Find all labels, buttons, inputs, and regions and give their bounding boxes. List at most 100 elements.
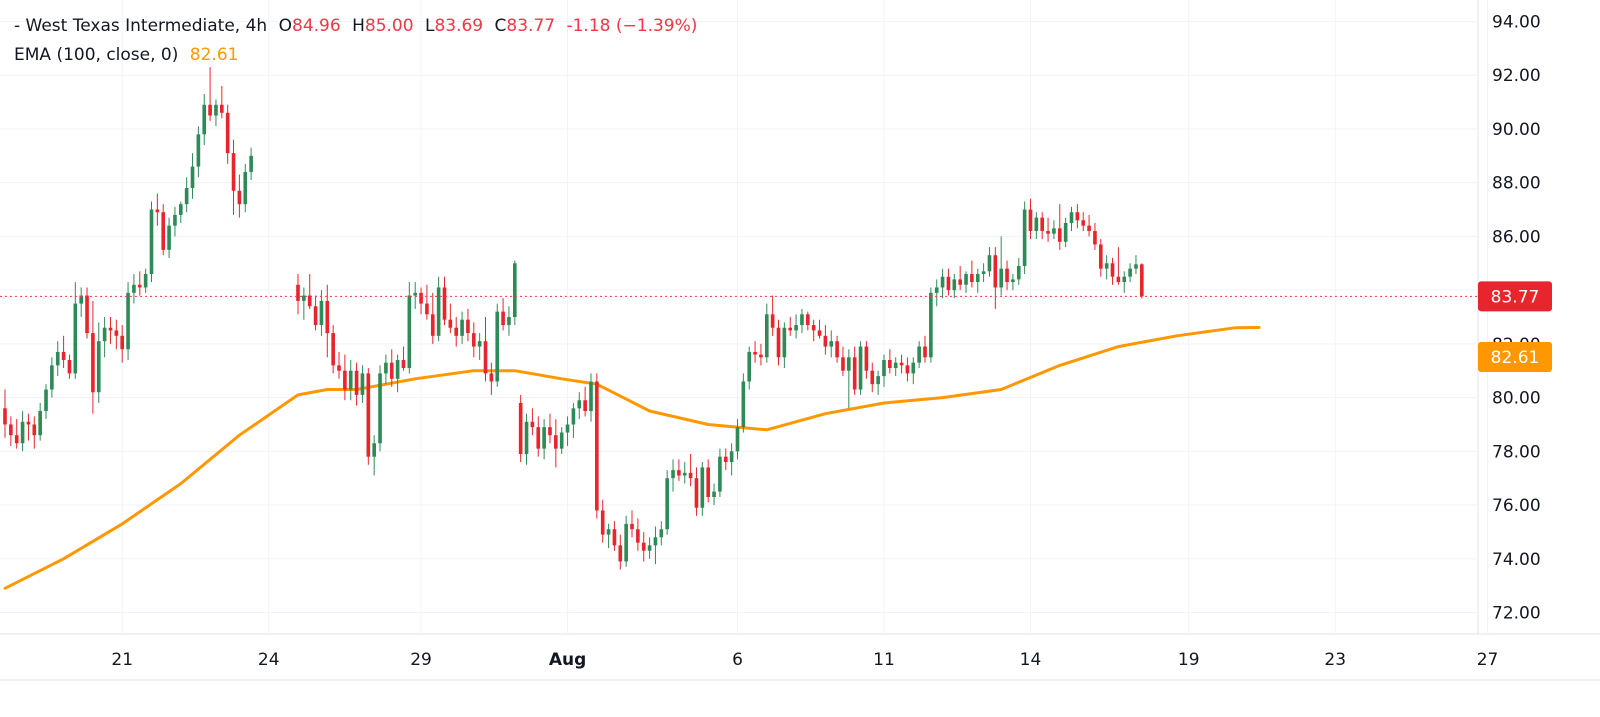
candle-body xyxy=(999,268,1004,288)
price-axis[interactable]: 72.0074.0076.0078.0080.0082.0084.0086.00… xyxy=(1492,12,1541,623)
last-price-badge-text: 83.77 xyxy=(1491,287,1540,307)
candle-body xyxy=(958,279,962,285)
candle-body xyxy=(677,470,681,476)
candle-body xyxy=(1057,228,1062,242)
candle-up xyxy=(436,276,441,342)
candle-body xyxy=(987,255,992,272)
candle-down xyxy=(600,499,605,543)
candle-body xyxy=(770,314,775,328)
candle-down xyxy=(1075,204,1080,229)
candle-body xyxy=(249,155,253,172)
candle-body xyxy=(852,357,857,390)
symbol-title[interactable]: - West Texas Intermediate, 4h xyxy=(14,16,268,36)
candle-up xyxy=(712,483,716,506)
candle-body xyxy=(50,365,54,390)
candle-down xyxy=(583,386,587,417)
candle-body xyxy=(44,389,48,412)
candle-down xyxy=(471,322,476,358)
candle-up xyxy=(495,303,500,387)
candle-up xyxy=(981,263,986,283)
candle-body xyxy=(542,427,546,449)
candle-body xyxy=(3,408,7,425)
candle-body xyxy=(1069,212,1074,223)
candle-body xyxy=(161,212,166,250)
high-label: H xyxy=(352,16,365,36)
legend-ema[interactable]: EMA (100, close, 0) 82.61 xyxy=(14,44,238,66)
candle-body xyxy=(1075,212,1080,221)
candle-body xyxy=(571,408,576,425)
candle-up xyxy=(1128,263,1132,283)
candle-body xyxy=(319,300,324,326)
candle-body xyxy=(495,311,500,382)
candle-up xyxy=(126,282,130,360)
candle-body xyxy=(436,287,441,336)
candle-body xyxy=(425,303,429,315)
candle-down xyxy=(501,298,505,331)
candle-body xyxy=(548,427,552,436)
grid-lines xyxy=(0,0,1600,681)
candle-up xyxy=(1022,201,1027,275)
candle-body xyxy=(870,370,875,385)
candle-body xyxy=(841,357,845,371)
candle-body xyxy=(1110,263,1115,277)
candle-body xyxy=(618,545,623,562)
candle-down xyxy=(1046,217,1050,242)
candle-down xyxy=(419,287,423,315)
candle-down xyxy=(905,357,910,382)
close-value: 83.77 xyxy=(506,16,556,36)
candle-down xyxy=(958,265,962,291)
candle-body xyxy=(847,357,851,371)
ema-label[interactable]: EMA (100, close, 0) xyxy=(14,45,179,65)
candle-body xyxy=(624,523,628,562)
candle-down xyxy=(1116,247,1121,285)
candle-body xyxy=(829,341,834,347)
candle-body xyxy=(665,478,669,530)
candle-up xyxy=(302,287,306,320)
candle-down xyxy=(61,335,66,369)
candle-body xyxy=(1140,264,1144,297)
candle-body xyxy=(466,319,470,334)
candle-body xyxy=(155,209,160,213)
candle-down xyxy=(1057,204,1062,250)
candle-up xyxy=(747,346,752,390)
ema-line xyxy=(3,326,1261,590)
candlestick-series xyxy=(3,67,1144,570)
candle-body xyxy=(1028,209,1033,232)
candle-body xyxy=(108,327,113,331)
candle-body xyxy=(489,373,494,382)
candle-body xyxy=(688,472,693,479)
candle-up xyxy=(929,287,933,363)
candle-down xyxy=(237,174,242,218)
candle-up xyxy=(395,354,400,393)
candle-body xyxy=(1016,265,1021,280)
legend-ohlc[interactable]: - West Texas Intermediate, 4h O84.96 H85… xyxy=(14,15,697,37)
candle-body xyxy=(723,456,728,463)
candle-body xyxy=(460,319,464,336)
candle-down xyxy=(389,349,394,387)
candle-down xyxy=(753,341,757,363)
candle-body xyxy=(61,351,66,360)
candle-body xyxy=(372,443,376,457)
candle-body xyxy=(102,327,107,342)
candle-down xyxy=(1081,212,1086,232)
candle-down xyxy=(325,284,330,358)
candle-up xyxy=(940,268,945,299)
candle-body xyxy=(483,341,488,374)
open-value: 84.96 xyxy=(292,16,341,36)
candle-down xyxy=(899,354,904,374)
candle-up xyxy=(44,384,48,420)
candle-body xyxy=(712,491,716,497)
candle-body xyxy=(307,295,312,307)
candle-body xyxy=(184,188,189,205)
candle-body xyxy=(518,402,523,455)
candle-body xyxy=(1011,279,1015,283)
time-axis[interactable]: 21 24 29 Aug 6 11 14 19 23 27 xyxy=(111,650,1498,670)
candle-down xyxy=(612,521,617,551)
candle-body xyxy=(91,333,95,393)
candle-down xyxy=(888,349,892,374)
candle-down xyxy=(3,389,7,438)
candle-body xyxy=(882,359,886,377)
x-tick-label: 29 xyxy=(410,650,432,670)
candle-body xyxy=(946,276,951,291)
